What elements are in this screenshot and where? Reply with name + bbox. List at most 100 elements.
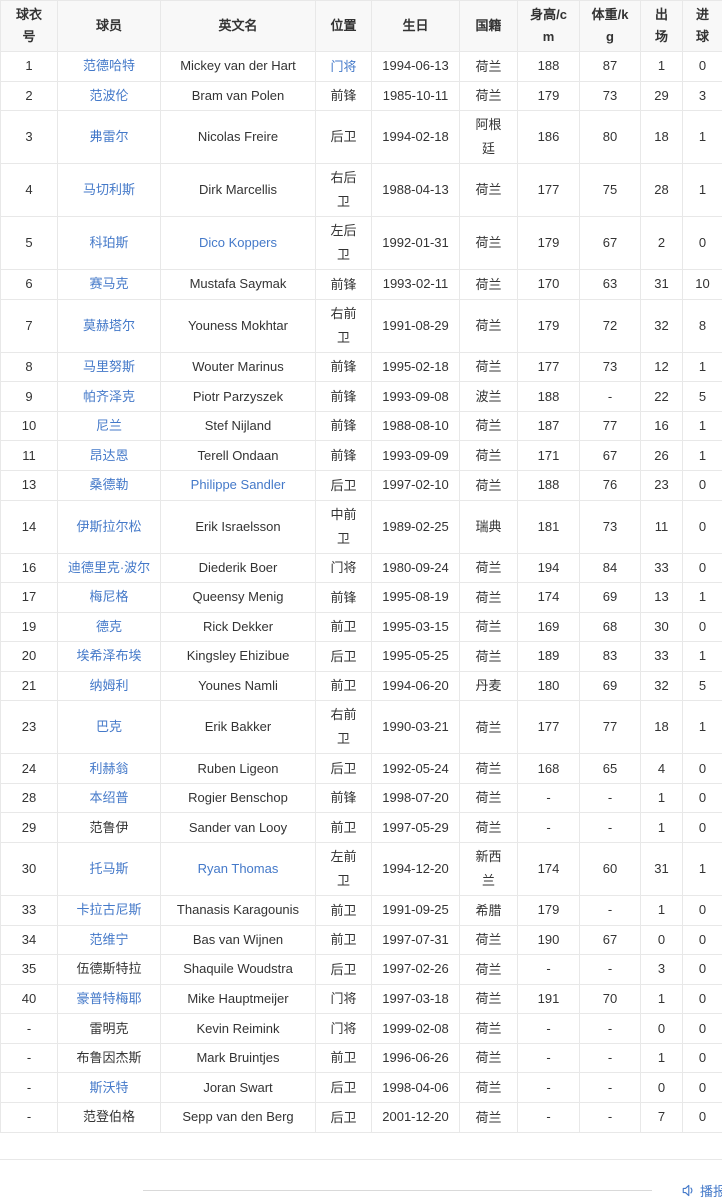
cell-text: 1997-02-26 (382, 961, 449, 977)
player-link[interactable]: 帕齐泽克 (82, 388, 135, 404)
player-link[interactable]: 赛马克 (89, 276, 129, 292)
player-link[interactable]: 范维宁 (89, 931, 129, 947)
player-link[interactable]: 马切利斯 (82, 182, 135, 198)
cell-text: Wouter Marinus (192, 358, 284, 374)
cell-text: 前锋 (330, 447, 357, 463)
cell: 1994-06-13 (371, 51, 460, 82)
cell-text: 前锋 (330, 359, 357, 375)
cell: 179 (517, 298, 580, 353)
cell-text: 73 (602, 87, 618, 103)
english-name-link[interactable]: Ryan Thomas (197, 861, 279, 876)
player-link[interactable]: 范波伦 (89, 87, 129, 103)
position-link[interactable]: 门将 (330, 58, 357, 74)
cell-text: 1995-05-25 (382, 648, 449, 664)
cell: 丹麦 (459, 670, 518, 702)
cell-text: 12 (654, 358, 669, 374)
player-link[interactable]: 本绍普 (89, 790, 129, 806)
cell: 40 (0, 983, 58, 1015)
cell: - (579, 812, 641, 843)
english-name-link[interactable]: Philippe Sandler (190, 477, 286, 493)
cell: 28 (640, 163, 683, 218)
cell-text: 0 (698, 1109, 707, 1125)
cell-text: 范鲁伊 (89, 819, 129, 835)
cell: 69 (579, 582, 641, 613)
cell-text: - (607, 819, 613, 835)
cell: 11 (0, 440, 58, 471)
player-link[interactable]: 德克 (95, 618, 122, 634)
cell-text: 177 (537, 719, 560, 735)
player-link[interactable]: 斯沃特 (89, 1079, 129, 1095)
cell: 23 (0, 700, 58, 755)
player-link[interactable]: 埃希泽布埃 (76, 648, 142, 664)
cell: 1980-09-24 (371, 552, 460, 584)
player-link[interactable]: 豪普特梅耶 (76, 990, 142, 1006)
cell-text: 荷兰 (475, 719, 502, 735)
player-link[interactable]: 马里努斯 (82, 358, 135, 374)
cell-text: 7 (657, 1109, 666, 1125)
player-link[interactable]: 昂达恩 (89, 447, 129, 463)
cell: 174 (517, 582, 580, 613)
cell-text: 1998-07-20 (382, 790, 449, 806)
cell: 23 (640, 469, 683, 501)
cell: Piotr Parzyszek (160, 381, 316, 412)
cell: - (579, 1101, 641, 1133)
cell: 前锋 (315, 80, 372, 112)
column-header-7: 体重/k g (579, 0, 641, 52)
player-link[interactable]: 卡拉古尼斯 (76, 902, 142, 918)
cell-text: 1 (698, 358, 707, 374)
cell: 荷兰 (459, 753, 518, 784)
cell-text: - (607, 961, 613, 977)
cell: 前锋 (315, 410, 372, 442)
cell-text: 17 (21, 589, 37, 605)
cell: 荷兰 (459, 298, 518, 353)
cell-text: 179 (537, 317, 560, 333)
cell: 188 (517, 469, 580, 501)
player-link[interactable]: 托马斯 (89, 861, 129, 876)
player-link[interactable]: 梅尼格 (89, 589, 129, 605)
cell-text: 29 (21, 819, 37, 835)
cell: 弗雷尔 (57, 110, 161, 165)
column-header-5: 国籍 (459, 0, 518, 52)
cell: 后卫 (315, 1072, 372, 1103)
table-row: 16 迪德里克·波尔 Diederik Boer 门将 1980-09-24 荷兰 194 8… (0, 552, 722, 584)
column-header-3: 位置 (315, 0, 372, 52)
cell: 范德哈特 (57, 51, 161, 82)
cell: 右后卫 (315, 163, 372, 218)
player-link[interactable]: 利赫翁 (89, 760, 129, 776)
player-link[interactable]: 伊斯拉尔松 (76, 518, 142, 534)
english-name-link[interactable]: Dico Koppers (198, 235, 278, 251)
player-link[interactable]: 桑德勒 (89, 477, 129, 493)
player-link[interactable]: 莫赫塔尔 (82, 317, 135, 333)
cell: 14 (0, 499, 58, 554)
player-link[interactable]: 弗雷尔 (89, 129, 129, 145)
cell: 荷兰 (459, 269, 518, 300)
cell: Philippe Sandler (160, 469, 316, 501)
player-link[interactable]: 尼兰 (95, 418, 122, 434)
cell: 65 (579, 753, 641, 784)
cell: 1990-03-21 (371, 700, 460, 755)
player-link[interactable]: 迪德里克·波尔 (67, 559, 151, 575)
player-link[interactable]: 范德哈特 (82, 58, 135, 74)
cell: 前锋 (315, 440, 372, 471)
cell: 6 (0, 269, 58, 300)
cell-text: Terell Ondaan (197, 447, 279, 463)
cell: 前锋 (315, 782, 372, 814)
cell: 20 (0, 641, 58, 672)
cell-text: 174 (537, 861, 560, 876)
cell: 斯沃特 (57, 1072, 161, 1103)
cell-text: 左前卫 (330, 849, 357, 888)
cell: 荷兰 (459, 469, 518, 501)
player-link[interactable]: 科珀斯 (89, 235, 129, 251)
cell: - (579, 895, 641, 926)
player-link[interactable]: 纳姆利 (89, 678, 129, 694)
cell-text: 1997-07-31 (382, 931, 449, 947)
cell-text: - (607, 1020, 613, 1036)
cell: 28 (0, 782, 58, 814)
cell-text: 177 (537, 358, 560, 374)
player-link[interactable]: 巴克 (95, 719, 122, 735)
cell-text: 70 (602, 990, 618, 1006)
cell: Rogier Benschop (160, 782, 316, 814)
cell-text: 1991-09-25 (382, 902, 449, 918)
tts-play-button[interactable]: 播报 (681, 1181, 722, 1200)
